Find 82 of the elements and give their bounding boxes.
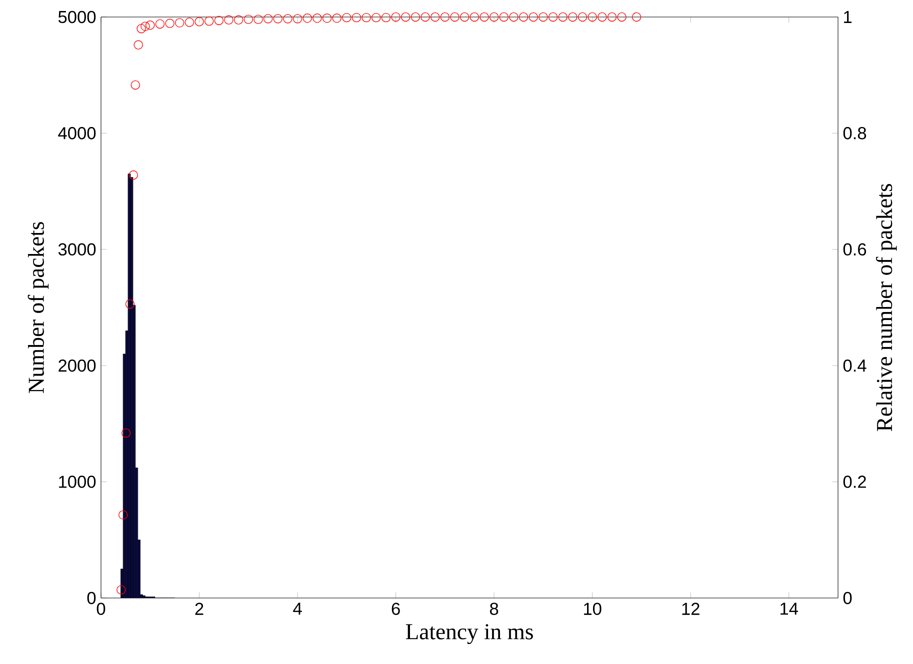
point	[130, 80, 140, 90]
point	[410, 12, 420, 22]
point	[128, 170, 138, 180]
point	[460, 12, 470, 22]
point	[558, 12, 568, 22]
point	[121, 428, 131, 438]
point	[548, 12, 558, 22]
y2-tick-label: 0.2	[843, 476, 866, 488]
x-tick-label: 8	[490, 602, 498, 615]
point	[372, 12, 381, 22]
y-tick-label: 4000	[58, 127, 96, 140]
x-tick-label: 10	[584, 602, 602, 615]
point	[134, 40, 143, 50]
y-tick-label: 3000	[58, 243, 96, 256]
point	[342, 12, 352, 22]
point	[332, 14, 342, 23]
point	[470, 12, 480, 22]
point	[578, 12, 588, 22]
point	[588, 12, 597, 22]
x-tick-label: 4	[293, 602, 302, 615]
point	[632, 12, 642, 22]
y-axis-title: Number of packets	[28, 222, 49, 394]
point	[538, 12, 548, 22]
point	[140, 22, 150, 31]
point	[214, 16, 224, 26]
point	[322, 14, 332, 23]
point	[244, 14, 254, 24]
point	[184, 18, 194, 27]
point	[224, 15, 234, 24]
point	[302, 14, 312, 23]
y2-tick-label: 0	[843, 592, 852, 604]
y-tick-label: 5000	[58, 10, 96, 24]
x-axis-title: Latency in ms	[406, 624, 533, 644]
point	[489, 12, 499, 22]
point	[292, 14, 302, 24]
x-tick-label: 2	[195, 602, 204, 615]
point	[528, 12, 538, 22]
y2-axis-title: Relative number of packets	[876, 184, 897, 432]
point	[568, 12, 578, 22]
point	[401, 12, 410, 22]
y2-tick-label: 0.4	[843, 359, 866, 372]
point	[165, 18, 174, 28]
point	[607, 12, 617, 22]
point	[194, 17, 204, 26]
point	[204, 16, 214, 26]
point	[118, 510, 128, 520]
point	[263, 14, 273, 24]
y-tick-label: 1000	[59, 476, 96, 488]
point	[312, 14, 322, 23]
y2-tick-label: 1	[844, 11, 852, 23]
x-tick-label: 0	[96, 602, 106, 615]
point	[146, 20, 155, 30]
point	[352, 12, 362, 22]
point	[391, 12, 400, 22]
point	[155, 19, 165, 29]
point	[499, 12, 508, 22]
point	[518, 12, 528, 22]
point	[175, 18, 184, 28]
point	[283, 14, 292, 24]
y2-tick-label: 0.6	[843, 243, 866, 256]
point	[116, 585, 126, 594]
point	[381, 12, 391, 22]
x-tick-label: 12	[682, 602, 700, 615]
y2-tick-label: 0.8	[843, 127, 866, 140]
point	[440, 12, 450, 22]
point	[273, 14, 282, 24]
point	[234, 15, 244, 24]
point	[598, 12, 607, 22]
point	[450, 12, 460, 22]
point	[420, 12, 430, 22]
point	[430, 12, 440, 22]
point	[480, 12, 489, 22]
point	[125, 299, 135, 309]
point	[617, 12, 626, 22]
x-tick-label: 6	[392, 602, 400, 615]
x-tick-label: 14	[780, 602, 798, 615]
point	[136, 24, 146, 34]
point	[362, 12, 371, 22]
y-tick-label: 2000	[58, 359, 96, 372]
y-tick-label: 0	[87, 592, 96, 604]
point	[509, 12, 518, 22]
point	[254, 14, 263, 24]
